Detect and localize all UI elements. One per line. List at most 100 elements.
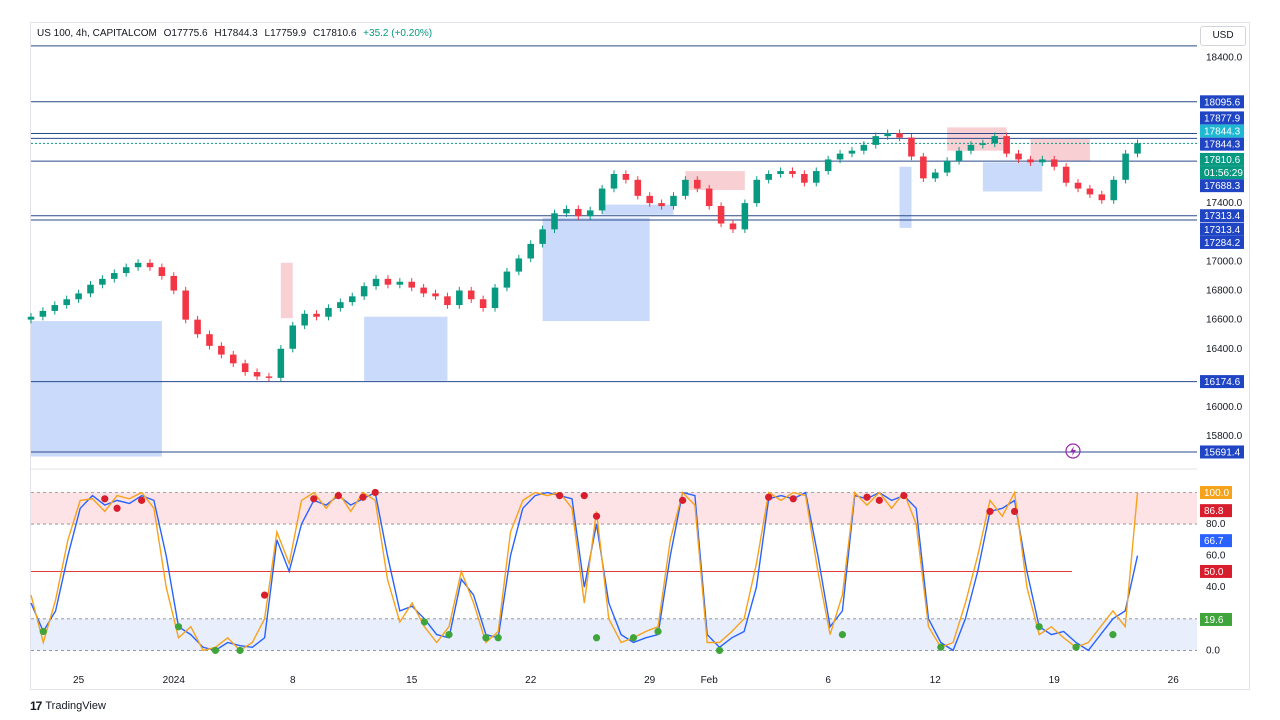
candle-body [586,210,594,217]
date-tick-label: 6 [825,675,831,686]
candle-body [967,144,975,151]
cross-marker [875,496,883,504]
price-tag-label: 17688.3 [1204,181,1241,192]
lightning-icon [1070,446,1076,456]
overbought-band [31,492,1197,525]
candle-body [87,284,94,294]
price-tick-label: 16600.0 [1206,315,1243,326]
oversold-band [31,618,1197,651]
oscillator-tick-label: 0.0 [1206,645,1220,656]
oscillator-tag [1200,612,1232,626]
price-tag [1200,375,1244,389]
candle-body [337,302,344,308]
cross-marker [937,643,945,651]
price-tag [1200,445,1244,459]
candle-body [420,287,427,294]
tradingview-footer[interactable]: 17 TradingView [30,699,106,713]
candle-body [515,258,523,272]
candle-body [467,290,475,300]
close-value: C17810.6 [313,28,357,39]
candle-body [705,188,713,207]
supply-zone [280,262,293,319]
price-tag [1200,222,1244,236]
candle-body [777,171,784,174]
candle-body [39,310,47,317]
cross-marker [482,634,490,642]
candle-body [1110,179,1117,201]
candle-body [1039,159,1046,163]
symbol-title[interactable]: US 100, 4h, CAPITALCOM [37,28,157,39]
candle-body [396,281,404,285]
candle-body [884,133,891,137]
price-tag [1200,209,1244,223]
date-tick-label: 15 [406,675,418,686]
cross-marker [445,631,453,639]
cross-marker [900,492,908,500]
candle-body [729,223,737,230]
candle-body [741,203,749,230]
candle-body [682,179,689,196]
price-tag [1200,95,1244,109]
price-tag-label: 17284.2 [1204,238,1241,249]
candle-body [812,171,820,183]
candle-body [444,296,451,306]
candle-body [658,203,665,207]
price-tag [1200,166,1244,180]
candle-body [408,281,416,288]
candle-body [63,299,70,306]
currency-button[interactable]: USD [1200,26,1246,46]
candle-body [348,296,356,303]
candle-body [610,173,618,189]
tradingview-brand: TradingView [45,700,106,712]
low-value: L17759.9 [264,28,307,39]
symbol-info-bar: US 100, 4h, CAPITALCOM O17775.6 H17844.3… [37,28,436,39]
cross-marker [494,634,502,642]
cross-marker [359,493,367,501]
candle-body [241,363,249,373]
candle-body [27,316,35,320]
cross-marker [310,495,318,503]
cross-marker [715,646,724,655]
candle-body [289,325,297,349]
demand-zone [602,204,674,215]
price-tag-label: 17313.4 [1204,211,1241,222]
candle-body [789,171,796,174]
price-tag [1200,137,1244,151]
lightning-circle-icon [1065,443,1081,459]
candle-body [491,287,499,308]
candle-body [1074,182,1082,189]
candle-body [908,137,915,157]
cross-marker [986,507,994,516]
cross-marker [174,623,183,631]
candle-body [836,153,844,160]
cross-marker [1109,631,1117,639]
cross-marker [789,495,797,503]
candle-body [253,372,261,377]
cross-marker [765,493,773,501]
candle-body [479,299,487,308]
oscillator-tag-label: 100.0 [1204,488,1229,499]
price-tick-label: 17000.0 [1206,256,1243,267]
candle-body [503,271,511,288]
cross-marker [371,488,379,497]
cross-marker [334,492,342,500]
price-tag-label: 17844.3 [1204,127,1241,138]
cross-marker [236,646,244,655]
oscillator-tag [1200,485,1232,499]
oscillator-tag-label: 66.7 [1204,536,1224,547]
candle-body [943,160,951,173]
change-value: +35.2 (+0.20%) [363,28,433,39]
oscillator-tag [1200,504,1232,518]
candle-body [360,286,368,297]
candle-body [265,376,273,378]
price-tick-label: 17400.0 [1206,198,1243,209]
oscillator-tag [1200,564,1232,578]
candle-body [432,293,439,297]
cross-marker [629,634,638,642]
demand-zone [982,162,1043,192]
candle-body [717,206,725,224]
candle-body [955,150,963,161]
demand-zone [899,166,912,228]
candle-body [979,143,987,145]
